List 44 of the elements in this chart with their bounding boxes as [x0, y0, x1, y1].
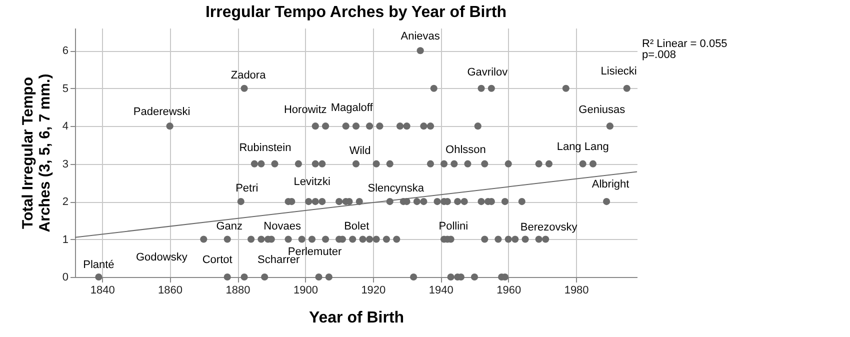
- text: R² Linear = 0.055: [642, 38, 728, 50]
- annotation: Godowsky: [136, 251, 188, 264]
- x-tick-label: 1960: [496, 284, 522, 296]
- annotation: Lisiecki: [600, 65, 637, 78]
- annotation: Slencynska: [368, 182, 425, 195]
- annotation: Pollini: [438, 220, 468, 232]
- y-tick-label: 4: [62, 120, 68, 133]
- annotation: Rubinstein: [239, 142, 292, 154]
- y-tick-label: 3: [62, 158, 68, 170]
- x-axis-title: Year of Birth: [308, 310, 404, 326]
- y-tick-label: 0: [62, 272, 68, 284]
- annotation: Gavrilov: [467, 66, 508, 78]
- annotation: Petri: [236, 182, 258, 195]
- text: p=.008: [642, 49, 676, 61]
- annotation: Horowitz: [284, 104, 327, 116]
- annotation: Wild: [349, 144, 371, 157]
- chart-title: Irregular Tempo Arches by Year of Birth: [205, 4, 507, 21]
- y-tick-label: 5: [62, 82, 68, 95]
- x-tick-label: 1840: [90, 284, 115, 296]
- annotation: Berezovsky: [520, 221, 578, 234]
- annotation: Paderewski: [133, 106, 190, 118]
- x-tick-label: 1980: [564, 284, 589, 296]
- annotation: Lang Lang: [556, 140, 609, 153]
- annotation: Ganz: [216, 220, 242, 232]
- annotation: Planté: [83, 259, 114, 271]
- annotation: Bolet: [344, 220, 370, 232]
- y-tick-label: 1: [62, 234, 68, 246]
- x-tick-label: 1920: [361, 284, 386, 296]
- x-tick-label: 1900: [293, 284, 318, 296]
- y-tick-label: 6: [62, 45, 68, 58]
- y-tick-label: 2: [62, 196, 68, 208]
- annotation: Anievas: [400, 30, 440, 43]
- y-axis-title: Total Irregular Tempo Arches (3, 5, 6, 7 mm.): [19, 74, 54, 232]
- annotation: Albright: [592, 178, 630, 191]
- x-tick-label: 1880: [226, 284, 250, 296]
- annotation: Cortot: [202, 254, 232, 266]
- annotation: Magaloff: [330, 102, 374, 114]
- x-tick-label: 1860: [158, 284, 183, 296]
- annotation: Ohlsson: [446, 144, 486, 156]
- x-tick-label: 1940: [428, 284, 454, 296]
- annotation: Novaes: [264, 220, 302, 232]
- annotation: Geniusas: [578, 104, 626, 116]
- annotation: Levitzki: [294, 176, 330, 188]
- annotation: Zadora: [230, 69, 267, 82]
